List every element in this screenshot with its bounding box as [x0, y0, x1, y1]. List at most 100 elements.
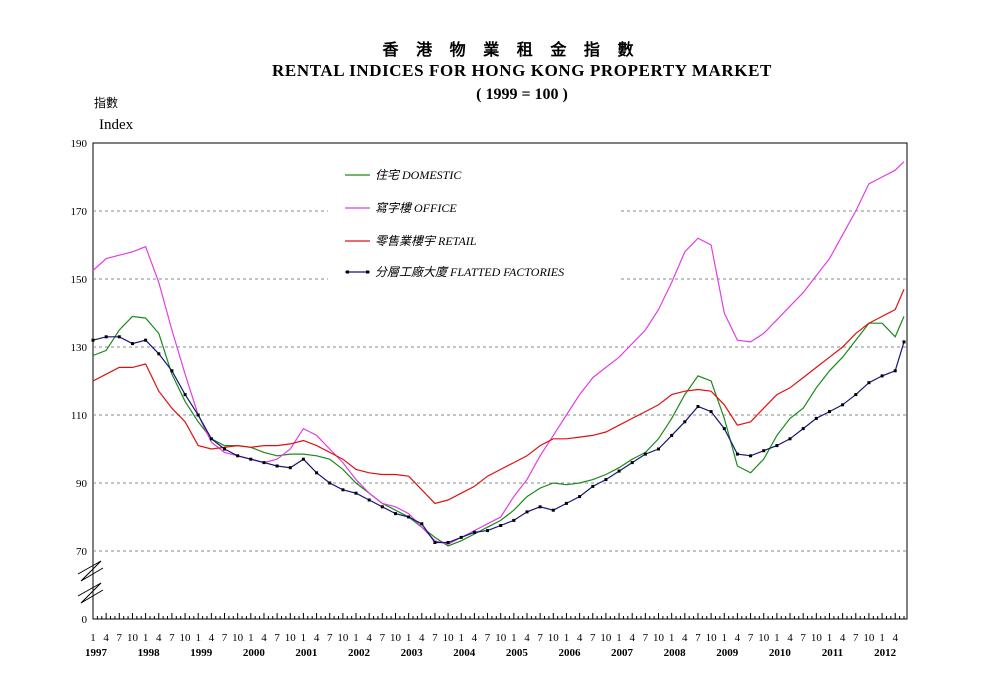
x-tick-label-month: 4 [472, 632, 478, 644]
legend-label: 住宅 DOMESTIC [375, 168, 462, 182]
axis-break-zigzag-upper [77, 560, 104, 582]
x-tick-label-year: 2003 [401, 647, 424, 659]
series-line-0 [92, 315, 905, 547]
x-tick-label-year: 2001 [295, 647, 317, 659]
y-axis-ticks: 0 70 90 110 130 150 170 190 [71, 138, 88, 626]
series-marker [262, 461, 266, 465]
legend-background [328, 166, 618, 186]
series-marker [91, 338, 95, 342]
series-marker [341, 488, 345, 492]
series-marker [604, 478, 608, 482]
series-marker [144, 338, 148, 342]
series-marker [275, 464, 279, 468]
series-marker [696, 405, 700, 408]
legend-label: 零售業樓宇 RETAIL [375, 234, 477, 248]
x-tick-label-month: 7 [590, 632, 596, 644]
x-tick-label-month: 4 [892, 632, 898, 644]
series-marker [762, 449, 766, 453]
x-tick-label-year: 2007 [611, 647, 634, 659]
x-tick-label-month: 1 [353, 632, 359, 644]
series-marker [288, 466, 292, 470]
series-marker [183, 393, 187, 397]
x-tick-label-month: 7 [643, 632, 649, 644]
x-tick-label-month: 4 [314, 632, 320, 644]
x-tick-label-month: 1 [511, 632, 517, 644]
series-marker [223, 447, 226, 451]
series-marker [867, 381, 871, 385]
x-tick-label-month: 1 [90, 632, 96, 644]
x-tick-label-month: 7 [800, 632, 806, 644]
x-tick-label-month: 7 [327, 632, 333, 644]
series-marker [841, 403, 845, 407]
series-marker [433, 541, 437, 544]
x-tick-label-month: 1 [827, 632, 833, 644]
series-marker [380, 505, 384, 509]
series-marker [196, 413, 200, 417]
legend-label: 寫字樓 OFFICE [375, 201, 457, 215]
legend-label: 分層工廠大廈 FLATTED FACTORIES [375, 265, 564, 279]
x-tick-label-month: 1 [774, 632, 780, 644]
x-tick-label-month: 7 [274, 632, 280, 644]
y-tick-label: 90 [76, 478, 88, 490]
series-marker [486, 529, 489, 533]
series-marker [630, 461, 634, 465]
series-marker [775, 444, 779, 448]
series-marker [367, 498, 371, 502]
y-tick-label: 150 [71, 274, 88, 286]
series-line-3 [92, 336, 905, 544]
series-marker [591, 484, 595, 488]
x-tick-label-month: 4 [419, 632, 425, 644]
x-tick-label-month: 7 [222, 632, 228, 644]
x-tick-label-month: 7 [537, 632, 543, 644]
x-tick-label-year: 2010 [769, 647, 792, 659]
series-marker [814, 416, 818, 420]
x-tick-label-month: 10 [495, 632, 507, 644]
legend: 住宅 DOMESTIC 寫字樓 OFFICE 零售業樓宇 RETAIL 分層工廠大廈 … [328, 166, 618, 283]
x-tick-label-month: 1 [195, 632, 201, 644]
chart-subtitle: ( 1999 = 100 ) [476, 86, 568, 103]
x-tick-label-year: 2012 [874, 647, 897, 659]
series-marker [788, 437, 792, 441]
x-tick-label-month: 10 [706, 632, 718, 644]
x-tick-label-month: 7 [169, 632, 175, 644]
series-marker [902, 340, 906, 344]
series-marker [735, 452, 739, 456]
series-marker [209, 437, 213, 441]
x-tick-label-year: 2011 [822, 647, 843, 659]
x-tick-label-month: 10 [811, 632, 823, 644]
x-tick-label-month: 4 [735, 632, 741, 644]
x-tick-label-month: 7 [117, 632, 123, 644]
x-tick-label-month: 4 [261, 632, 267, 644]
x-tick-label-month: 4 [577, 632, 583, 644]
x-tick-label-month: 4 [156, 632, 162, 644]
series-marker [578, 495, 582, 499]
series-line-1 [92, 161, 905, 545]
series-marker [328, 481, 332, 485]
series-marker [854, 393, 858, 397]
y-tick-label: 0 [82, 614, 88, 626]
x-tick-label-month: 10 [548, 632, 560, 644]
x-tick-label-month: 4 [366, 632, 372, 644]
x-tick-label-month: 1 [879, 632, 885, 644]
series-marker [117, 335, 121, 339]
x-tick-label-year: 2002 [348, 647, 371, 659]
series-marker [893, 369, 897, 373]
legend-marker [366, 270, 369, 274]
series-marker [170, 369, 174, 373]
x-tick-label-month: 10 [232, 632, 244, 644]
series-marker [354, 491, 358, 495]
series-marker [551, 508, 555, 512]
series-marker [709, 410, 713, 414]
x-tick-label-month: 7 [695, 632, 701, 644]
y-tick-label: 170 [71, 206, 88, 218]
legend-background [328, 199, 618, 219]
series-marker [446, 541, 450, 544]
x-tick-label-month: 7 [748, 632, 754, 644]
x-tick-label-month: 1 [722, 632, 728, 644]
x-tick-label-year: 2006 [558, 647, 581, 659]
x-tick-label-month: 4 [524, 632, 530, 644]
series-line-2 [92, 288, 905, 505]
x-tick-label-month: 1 [406, 632, 412, 644]
grid-lines [93, 210, 907, 552]
